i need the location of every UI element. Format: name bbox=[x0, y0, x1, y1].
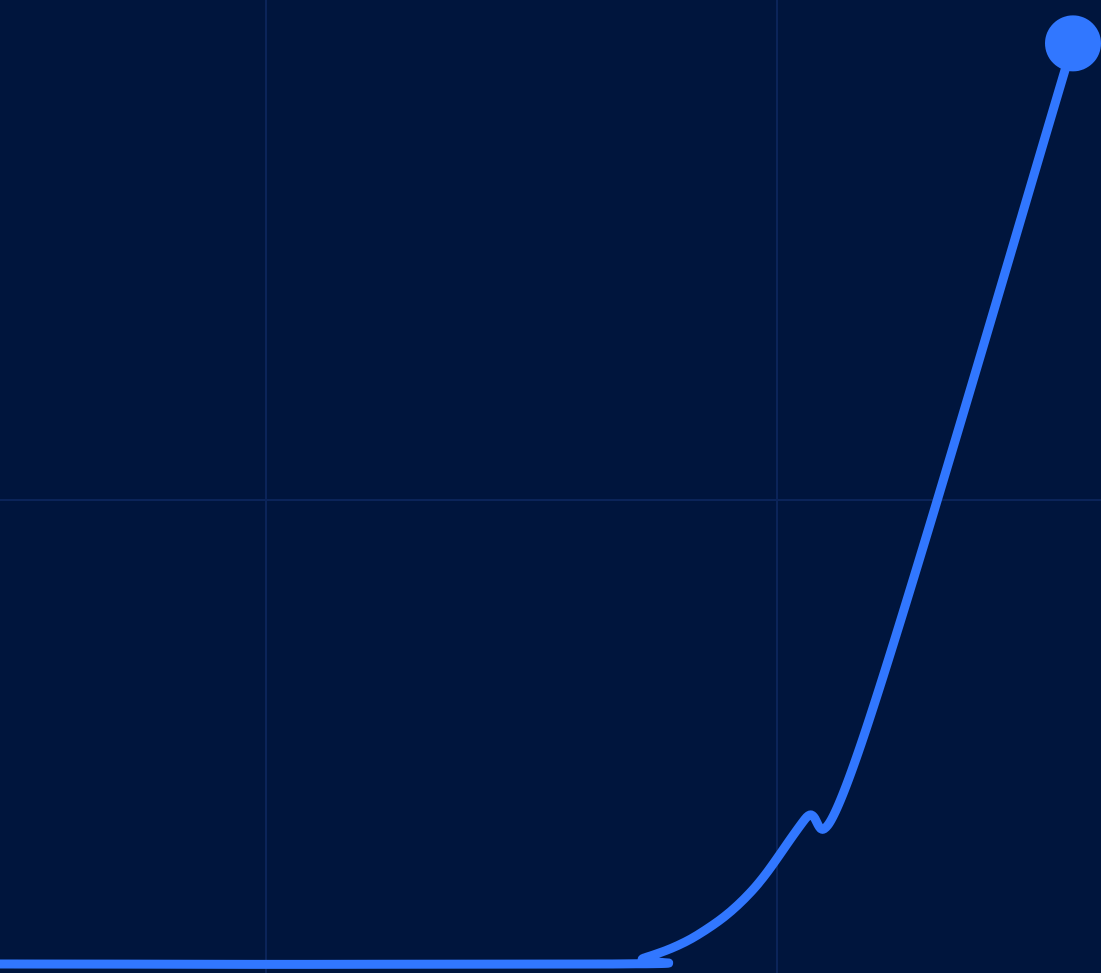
series-layer bbox=[0, 15, 1101, 969]
end-point-marker bbox=[1045, 15, 1101, 72]
series-line bbox=[0, 38, 1078, 969]
